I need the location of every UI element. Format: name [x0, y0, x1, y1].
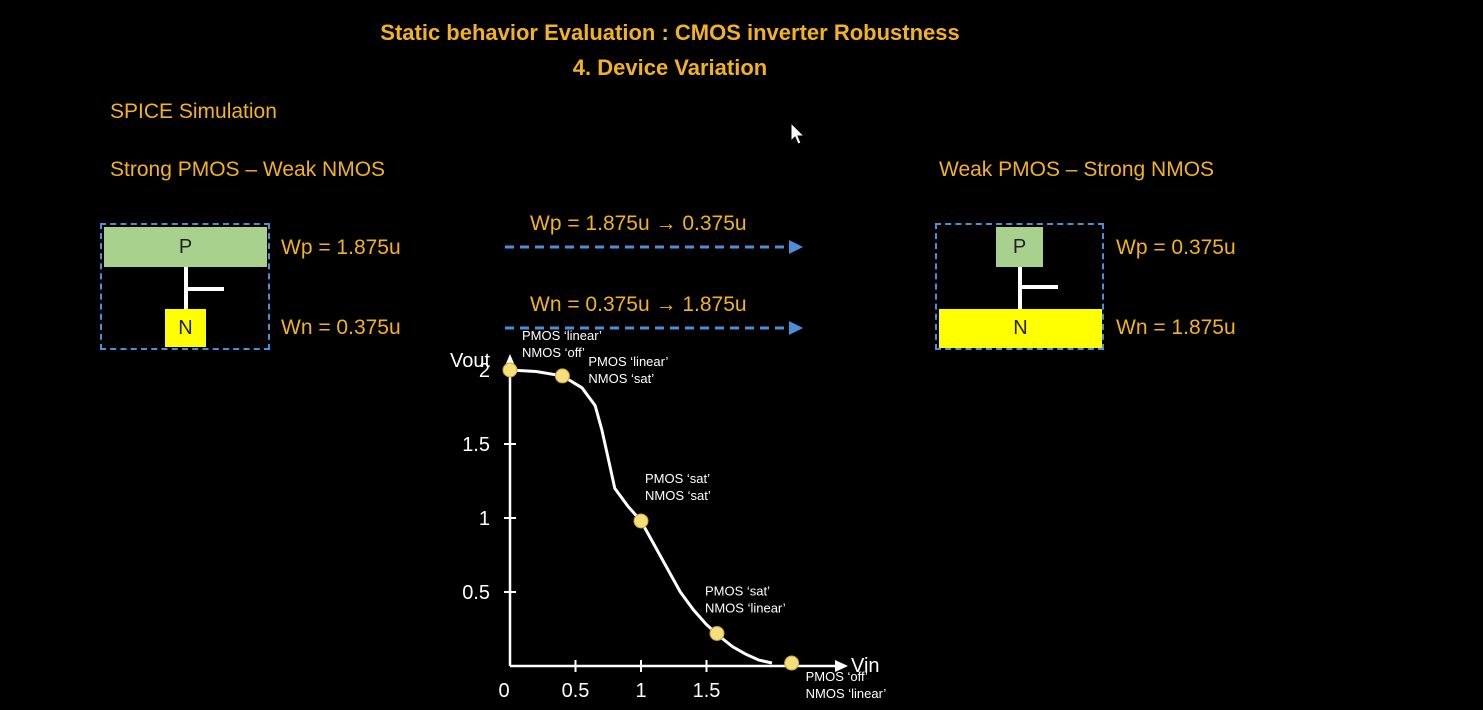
page-title: Static behavior Evaluation : CMOS invert…: [380, 20, 960, 45]
y-axis-label: Vout: [450, 350, 490, 372]
operating-point-label: NMOS ‘off’: [522, 345, 585, 360]
y-tick-label: 2: [479, 360, 490, 382]
x-tick-label: 1: [635, 680, 646, 702]
operating-point-label: NMOS ‘sat’: [588, 371, 654, 386]
operating-point-label: NMOS ‘linear’: [705, 600, 786, 615]
operating-point-label: NMOS ‘linear’: [806, 686, 887, 701]
right-gate-stub: [1018, 285, 1058, 289]
y-tick-label: 1.5: [462, 434, 490, 456]
left-gate-stub: [184, 287, 224, 291]
right-wn-label: Wn = 1.875u: [1116, 316, 1236, 339]
operating-point-marker: [554, 368, 570, 384]
left-inverter-box: P N: [100, 223, 270, 350]
x-tick-label: 1.5: [693, 680, 721, 702]
operating-point-marker: [633, 513, 649, 529]
section-label: SPICE Simulation: [110, 100, 277, 123]
operating-point-label: PMOS ‘off’: [806, 669, 868, 684]
right-case-heading: Weak PMOS – Strong NMOS: [939, 158, 1215, 181]
wp-change-label: Wp = 1.875u → 0.375u: [530, 212, 747, 235]
wp-arrow-icon: [505, 240, 803, 254]
wn-change-label: Wn = 0.375u → 1.875u: [530, 293, 747, 316]
left-wp-label: Wp = 1.875u: [281, 236, 401, 259]
x-tick-label: 0.5: [562, 680, 590, 702]
operating-point-marker: [784, 655, 800, 671]
left-case-heading: Strong PMOS – Weak NMOS: [110, 158, 386, 181]
operating-point-label: PMOS ‘sat’: [705, 583, 770, 598]
y-tick-label: 1: [479, 508, 490, 530]
x-axis-label: Vin: [851, 655, 880, 677]
left-pmos-block: P: [104, 227, 267, 267]
operating-point-label: NMOS ‘sat’: [645, 488, 711, 503]
x-tick-label: 0: [498, 680, 509, 702]
right-nmos-block: N: [939, 309, 1102, 348]
y-tick-label: 0.5: [462, 582, 490, 604]
operating-point-marker: [709, 625, 725, 641]
mouse-cursor-icon: [790, 122, 806, 145]
right-pmos-block: P: [996, 227, 1043, 267]
operating-point-label: PMOS ‘sat’: [645, 471, 710, 486]
page-subtitle: 4. Device Variation: [572, 55, 768, 80]
vtc-curve: [509, 368, 773, 665]
right-wp-label: Wp = 0.375u: [1116, 236, 1236, 259]
left-nmos-block: N: [165, 309, 206, 347]
operating-point-label: PMOS ‘linear’: [588, 354, 668, 369]
right-inverter-box: P N: [935, 223, 1104, 350]
wn-arrow-icon: [505, 321, 803, 335]
operating-point-label: PMOS ‘linear’: [522, 328, 602, 343]
operating-point-marker: [502, 362, 518, 378]
left-wn-label: Wn = 0.375u: [281, 316, 401, 339]
x-axis-arrow-icon: [835, 660, 848, 672]
